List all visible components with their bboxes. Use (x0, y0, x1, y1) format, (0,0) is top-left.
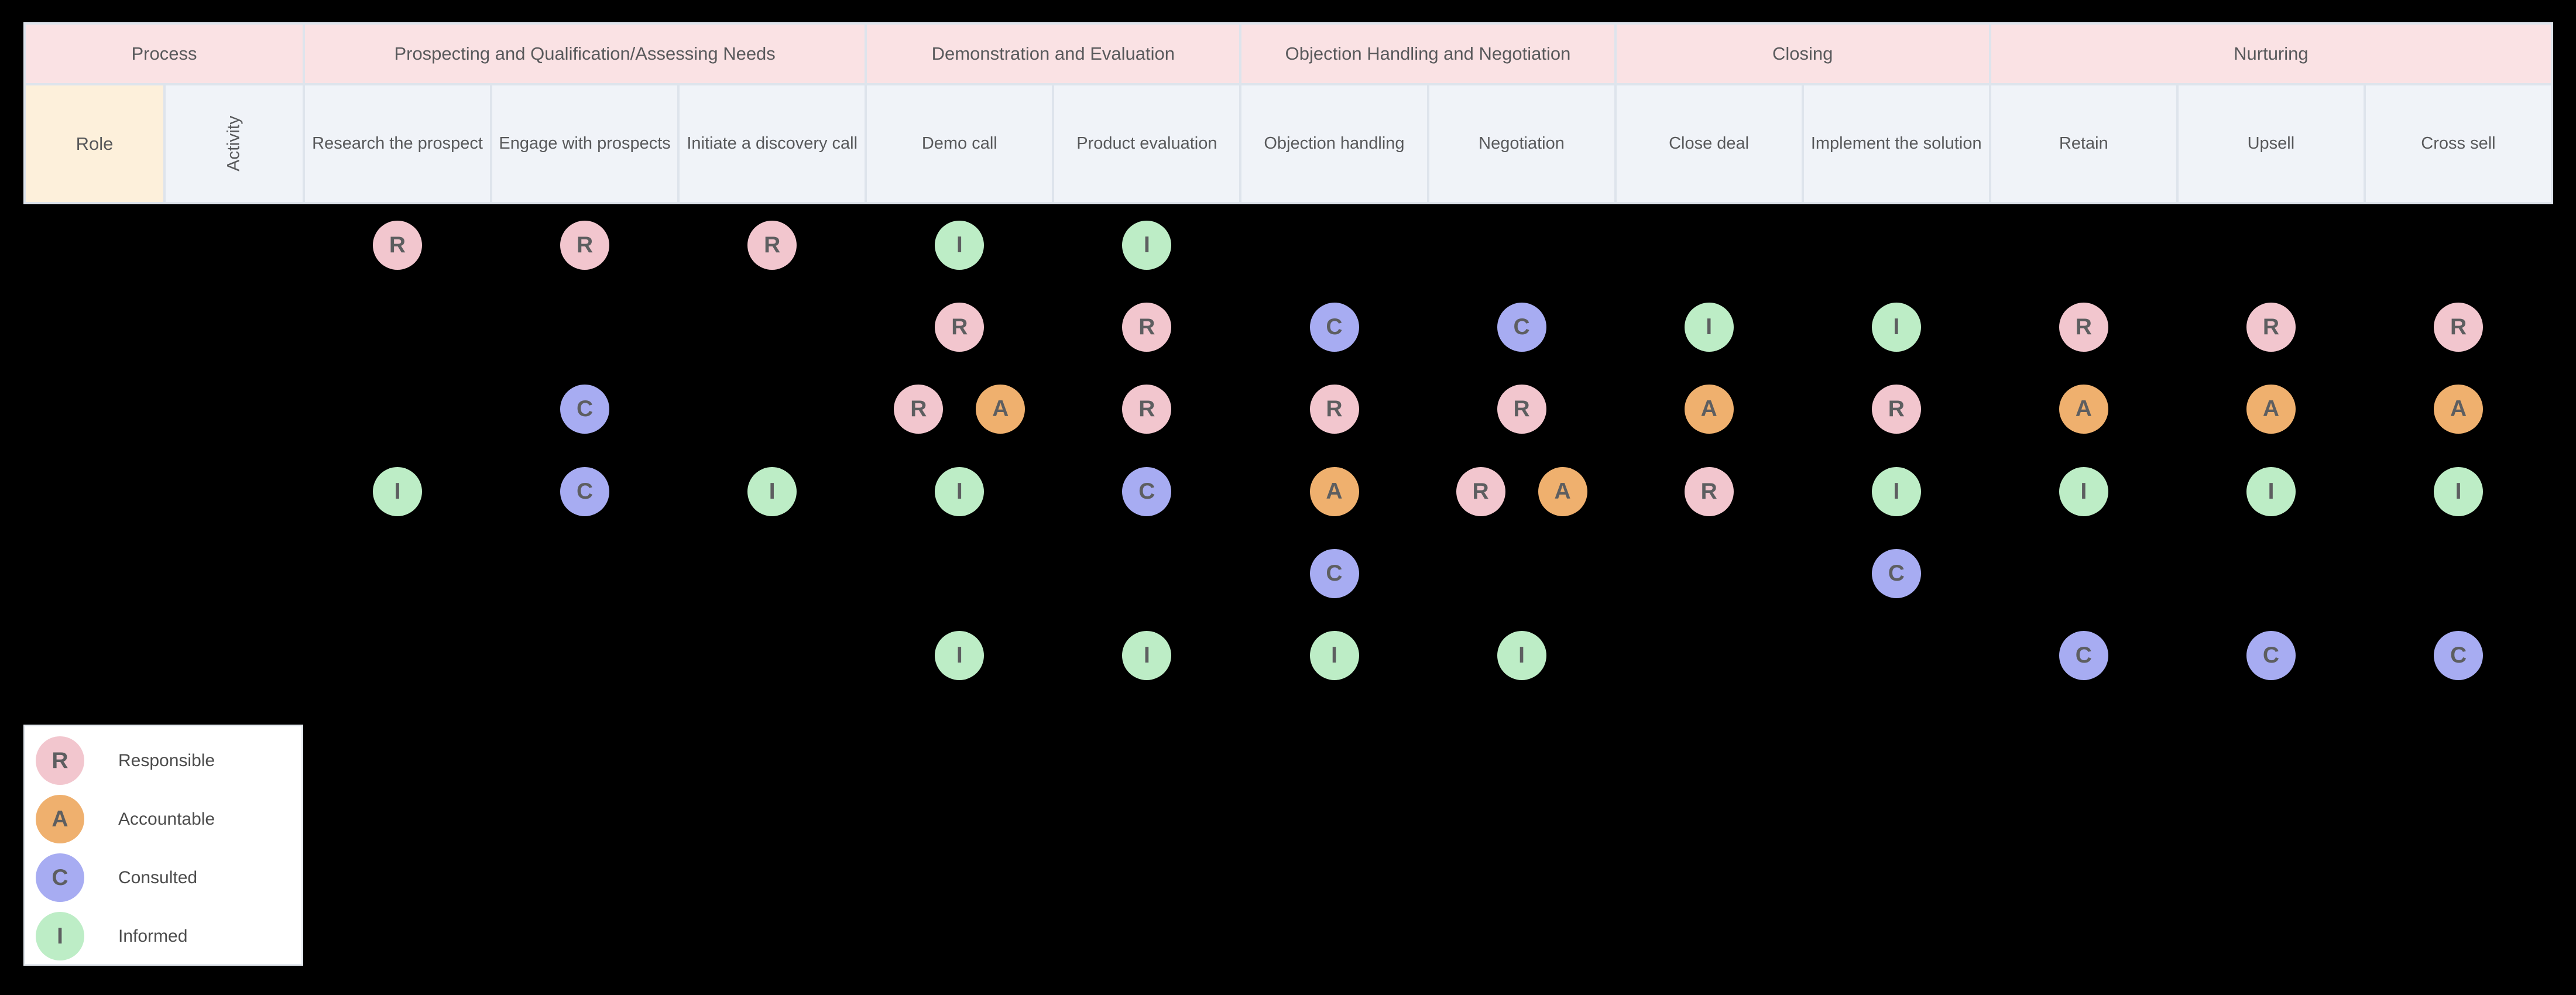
raci-badge-A: A (1684, 385, 1734, 434)
group-header-prospecting-qualification: Prospecting and Qualification/Assessing … (305, 25, 865, 83)
raci-badge-C: C (1497, 303, 1546, 352)
raci-badge-C: C (1309, 548, 1359, 598)
legend-swatch-responsible: R (36, 736, 84, 785)
raci-badge-C: C (1122, 466, 1172, 516)
legend-item-responsible: R Responsible (36, 736, 301, 785)
activity-column-research-the-prospect: Research the prospect (305, 85, 490, 202)
raci-badge-I: I (935, 631, 985, 680)
raci-badge-R: R (1122, 303, 1172, 352)
role-header-cell: Role (26, 85, 163, 202)
raci-badge-A: A (976, 385, 1025, 434)
legend-item-accountable: A Accountable (36, 795, 301, 843)
activity-column-product-evaluation: Product evaluation (1054, 85, 1240, 202)
raci-badge-R: R (2246, 303, 2296, 352)
raci-badge-R: R (1309, 385, 1359, 434)
raci-badge-R: R (560, 221, 610, 270)
group-header-demonstration-evaluation: Demonstration and Evaluation (867, 25, 1240, 83)
group-header-closing: Closing (1616, 25, 1989, 83)
raci-badge-R: R (1497, 385, 1546, 434)
raci-badge-I: I (373, 466, 422, 516)
raci-badge-I: I (1871, 303, 1921, 352)
raci-badge-I: I (1497, 631, 1546, 680)
legend-item-consulted: C Consulted (36, 853, 301, 902)
raci-badge-C: C (2059, 631, 2108, 680)
raci-badge-I: I (2246, 466, 2296, 516)
raci-badge-C: C (2434, 631, 2484, 680)
raci-badge-I: I (747, 466, 797, 516)
raci-badge-R: R (747, 221, 797, 270)
legend-swatch-accountable: A (36, 795, 84, 843)
raci-badge-A: A (1309, 466, 1359, 516)
raci-badge-I: I (1122, 221, 1172, 270)
legend-label-accountable: Accountable (118, 809, 215, 829)
raci-badge-I: I (2434, 466, 2484, 516)
legend-swatch-informed: I (36, 912, 84, 960)
activity-column-close-deal: Close deal (1616, 85, 1802, 202)
raci-badge-R: R (373, 221, 422, 270)
raci-badge-I: I (1309, 631, 1359, 680)
activity-column-upsell: Upsell (2178, 85, 2364, 202)
raci-badge-C: C (560, 466, 610, 516)
group-header-objection-negotiation: Objection Handling and Negotiation (1241, 25, 1614, 83)
raci-badge-R: R (1684, 466, 1734, 516)
activity-header-cell: Activity (166, 85, 303, 202)
legend-item-informed: I Informed (36, 912, 301, 960)
legend-swatch-consulted: C (36, 853, 84, 902)
activity-column-engage-with-prospects: Engage with prospects (492, 85, 678, 202)
raci-badge-R: R (2434, 303, 2484, 352)
activity-column-retain: Retain (1991, 85, 2176, 202)
raci-badge-R: R (935, 303, 985, 352)
raci-badge-A: A (2434, 385, 2484, 434)
activity-column-cross-sell: Cross sell (2365, 85, 2551, 202)
group-header-nurturing: Nurturing (1991, 25, 2551, 83)
legend-label-informed: Informed (118, 926, 188, 946)
raci-badge-C: C (1871, 548, 1921, 598)
activity-column-objection-handling: Objection handling (1241, 85, 1427, 202)
legend-label-responsible: Responsible (118, 750, 215, 770)
raci-badge-R: R (1122, 385, 1172, 434)
activity-column-initiate-a-discovery-call: Initiate a discovery call (680, 85, 865, 202)
raci-badge-C: C (1309, 303, 1359, 352)
raci-badge-I: I (1871, 466, 1921, 516)
raci-badge-A: A (2059, 385, 2108, 434)
raci-badge-A: A (1538, 466, 1587, 516)
raci-badge-I: I (2059, 466, 2108, 516)
raci-badge-I: I (935, 466, 985, 516)
raci-badge-R: R (894, 385, 944, 434)
raci-badge-C: C (2246, 631, 2296, 680)
raci-badge-I: I (1122, 631, 1172, 680)
raci-badge-A: A (2246, 385, 2296, 434)
activity-column-implement-the-solution: Implement the solution (1803, 85, 1989, 202)
activity-column-demo-call: Demo call (867, 85, 1052, 202)
process-header-cell: Process (26, 25, 303, 83)
raci-badge-I: I (1684, 303, 1734, 352)
raci-badge-C: C (560, 385, 610, 434)
raci-badge-R: R (2059, 303, 2108, 352)
raci-badge-I: I (935, 221, 985, 270)
legend: R Responsible A Accountable C Consulted … (23, 725, 303, 966)
raci-badge-R: R (1456, 466, 1505, 516)
legend-label-consulted: Consulted (118, 867, 198, 887)
raci-badge-R: R (1871, 385, 1921, 434)
raci-table: Process Prospecting and Qualification/As… (23, 22, 2553, 204)
activity-column-negotiation: Negotiation (1429, 85, 1614, 202)
